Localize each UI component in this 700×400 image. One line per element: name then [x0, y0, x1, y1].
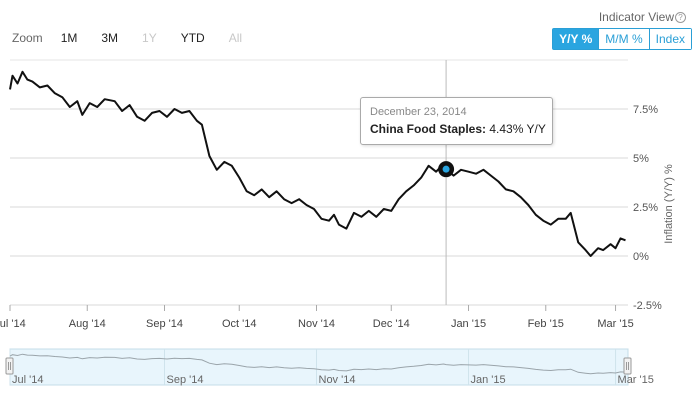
x-axis-labels: Jul '14 Aug '14 Sep '14 Oct '14 Nov '14 Dec '…: [0, 318, 634, 330]
y-tick-label: 5%: [633, 153, 649, 165]
navigator-label: Sep '14: [167, 374, 204, 386]
zoom-bar: Zoom 1M 3M 1Y YTD All: [12, 31, 266, 45]
navigator-series-line: [9, 353, 626, 375]
indicator-index-button[interactable]: Index: [648, 29, 691, 49]
tooltip-value-line: China Food Staples: 4.43% Y/Y: [370, 122, 546, 136]
y-axis-title: Inflation (Y/Y) %: [663, 164, 675, 244]
y-axis-labels: 7.5% 5% 2.5% 0% -2.5%: [633, 104, 662, 312]
navigator-label: Jan '15: [471, 374, 506, 386]
tooltip-value: 4.43% Y/Y: [489, 122, 546, 136]
y-tick-label: -2.5%: [633, 300, 662, 312]
zoom-1y-button[interactable]: 1Y: [142, 31, 157, 45]
x-tick-label: Aug '14: [69, 318, 106, 330]
indicator-yoy-button[interactable]: Y/Y %: [553, 29, 599, 49]
x-tick-label: Oct '14: [222, 318, 257, 330]
navigator-right-handle[interactable]: [623, 357, 632, 375]
series-line-china-food-staples: [9, 70, 626, 257]
navigator-gridlines: [9, 349, 617, 385]
x-tick-label: Mar '15: [597, 318, 633, 330]
indicator-view-toggle: Y/Y % M/M % Index: [552, 28, 692, 50]
y-tick-label: 7.5%: [633, 104, 658, 116]
navigator-label: Jul '14: [12, 374, 43, 386]
tooltip-date: December 23, 2014: [370, 106, 467, 118]
navigator-label: Mar '15: [618, 374, 654, 386]
x-tick-label: Dec '14: [373, 318, 410, 330]
highlight-marker-center: [442, 165, 450, 173]
chart-tooltip: December 23, 2014 China Food Staples: 4.…: [360, 97, 553, 145]
zoom-label: Zoom: [12, 31, 43, 45]
zoom-3m-button[interactable]: 3M: [101, 31, 119, 45]
zoom-all-button[interactable]: All: [228, 31, 243, 45]
y-tick-label: 2.5%: [633, 202, 658, 214]
zoom-ytd-button[interactable]: YTD: [180, 31, 205, 45]
x-tick-label: Nov '14: [298, 318, 335, 330]
navigator-label: Nov '14: [319, 374, 356, 386]
x-tick-label: Feb '15: [528, 318, 564, 330]
indicator-view-label: Indicator View: [598, 10, 674, 24]
tooltip-series-name: China Food Staples:: [370, 122, 487, 136]
x-tick-label: Jan '15: [451, 318, 486, 330]
x-tick-label: Sep '14: [146, 318, 183, 330]
zoom-1m-button[interactable]: 1M: [60, 31, 78, 45]
navigator-labels: Jul '14 Sep '14 Nov '14 Jan '15 Mar '15: [12, 374, 654, 386]
indicator-mom-button[interactable]: M/M %: [598, 29, 649, 49]
help-circle-icon[interactable]: ?: [675, 12, 686, 23]
navigator-left-handle[interactable]: [5, 357, 14, 375]
indicator-view-title: Indicator View?: [599, 10, 686, 24]
x-tick-label: Jul '14: [0, 318, 26, 330]
y-tick-label: 0%: [633, 251, 649, 263]
